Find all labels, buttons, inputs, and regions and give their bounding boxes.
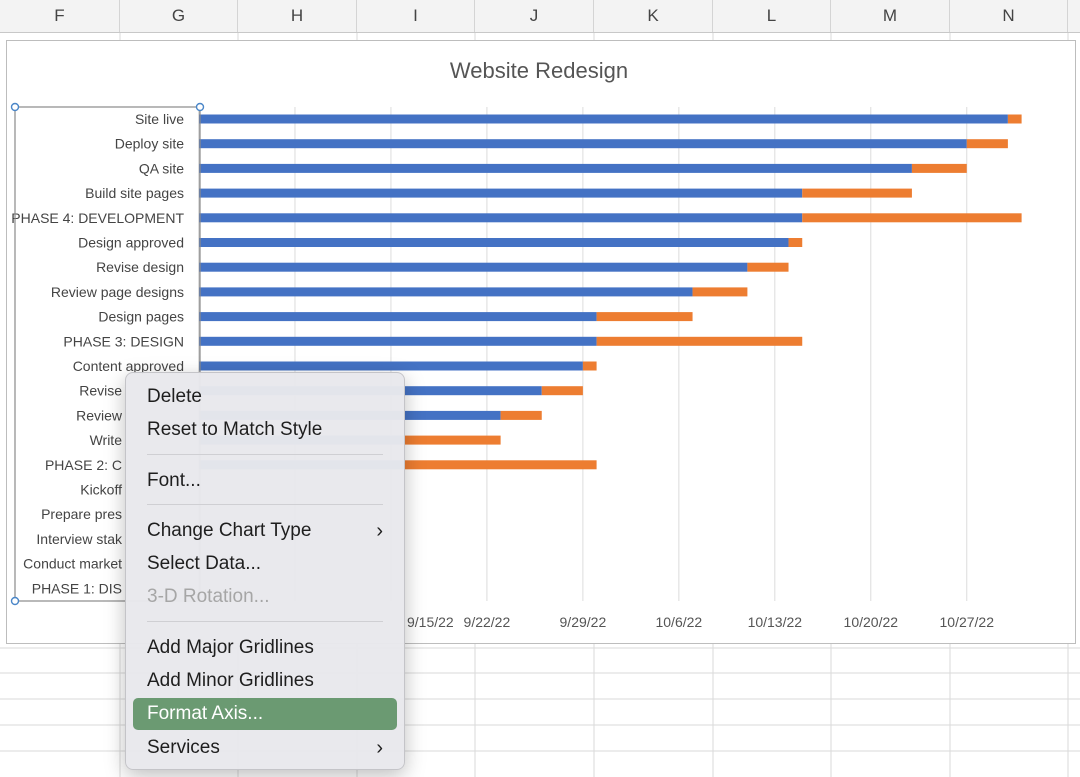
axis-selection-box[interactable]	[14, 106, 201, 602]
column-header-bar: F G H I J K L M N	[0, 0, 1080, 33]
y-tick-label: PHASE 2: C	[45, 457, 122, 473]
menu-item-add-minor-gridlines[interactable]: Add Minor Gridlines	[133, 665, 397, 697]
bar-duration[interactable]	[1007, 114, 1022, 124]
bar-start-offset[interactable]	[199, 163, 912, 173]
menu-item-select-data[interactable]: Select Data...	[133, 548, 397, 580]
bar-duration[interactable]	[802, 188, 912, 198]
y-tick-label: Kickoff	[80, 482, 122, 498]
menu-label: Delete	[147, 386, 202, 407]
bar-duration[interactable]	[541, 386, 583, 396]
bar-duration[interactable]	[582, 361, 597, 371]
bar-duration[interactable]	[966, 139, 1008, 149]
y-tick-label: Design approved	[78, 235, 184, 251]
column-header-i[interactable]: I	[357, 0, 475, 32]
menu-label: Select Data...	[147, 553, 262, 574]
bar-duration[interactable]	[747, 262, 789, 272]
bar-start-offset[interactable]	[199, 312, 597, 322]
y-tick-label: PHASE 3: DESIGN	[63, 333, 184, 349]
column-header-n[interactable]: N	[950, 0, 1068, 32]
bar-start-offset[interactable]	[199, 287, 693, 297]
bar-duration[interactable]	[692, 287, 748, 297]
menu-separator	[147, 621, 383, 622]
x-tick-label: 9/22/22	[464, 614, 511, 630]
y-tick-label: Design pages	[98, 309, 184, 325]
bar-duration[interactable]	[788, 238, 803, 247]
menu-label: Reset to Match Style	[147, 419, 323, 440]
bar-start-offset[interactable]	[199, 238, 789, 247]
bar-duration[interactable]	[802, 213, 1022, 223]
y-tick-label: Write	[90, 432, 123, 448]
y-tick-label: Revise	[79, 383, 122, 399]
x-tick-label: 10/6/22	[655, 614, 702, 630]
bar-start-offset[interactable]	[199, 213, 803, 223]
menu-label: Add Major Gridlines	[147, 637, 314, 658]
y-tick-label: Review	[76, 407, 123, 423]
menu-label: Format Axis...	[147, 703, 264, 724]
y-tick-label: Site live	[135, 111, 184, 127]
bar-duration[interactable]	[500, 410, 542, 420]
context-menu: Delete Reset to Match Style Font... Chan…	[125, 372, 405, 770]
bar-start-offset[interactable]	[199, 188, 803, 198]
y-tick-label: QA site	[139, 160, 184, 176]
bar-start-offset[interactable]	[199, 139, 967, 149]
x-tick-label: 9/15/22	[407, 614, 454, 630]
bar-start-offset[interactable]	[199, 262, 748, 272]
chevron-right-icon: ›	[376, 520, 383, 542]
menu-separator	[147, 454, 383, 455]
column-header-h[interactable]: H	[238, 0, 357, 32]
chart-title[interactable]: Website Redesign	[450, 58, 628, 83]
y-tick-label: Deploy site	[115, 136, 184, 152]
y-tick-label: PHASE 1: DIS	[32, 580, 122, 596]
bar-duration[interactable]	[404, 460, 597, 470]
y-tick-label: Build site pages	[85, 185, 184, 201]
x-tick-label: 10/13/22	[748, 614, 803, 630]
menu-label: Services	[147, 737, 220, 758]
menu-item-services[interactable]: Services ›	[133, 732, 397, 764]
y-tick-label: Revise design	[96, 259, 184, 275]
chevron-right-icon: ›	[376, 737, 383, 759]
selection-handles[interactable]	[10, 102, 205, 606]
column-header-m[interactable]: M	[831, 0, 950, 32]
x-tick-label: 10/20/22	[844, 614, 899, 630]
menu-item-reset-to-match-style[interactable]: Reset to Match Style	[133, 414, 397, 446]
y-tick-label: Review page designs	[51, 284, 184, 300]
column-header-g[interactable]: G	[120, 0, 238, 32]
column-header-l[interactable]: L	[713, 0, 831, 32]
menu-item-add-major-gridlines[interactable]: Add Major Gridlines	[133, 632, 397, 664]
bar-start-offset[interactable]	[199, 114, 1008, 124]
x-tick-label: 10/27/22	[940, 614, 995, 630]
menu-label: Change Chart Type	[147, 520, 312, 541]
menu-item-delete[interactable]: Delete	[133, 381, 397, 413]
menu-item-3d-rotation: 3-D Rotation...	[133, 581, 397, 613]
menu-item-change-chart-type[interactable]: Change Chart Type ›	[133, 515, 397, 547]
menu-label: Add Minor Gridlines	[147, 670, 314, 691]
bar-duration[interactable]	[596, 312, 693, 322]
x-tick-label: 9/29/22	[560, 614, 607, 630]
y-tick-label: Interview stak	[36, 531, 123, 547]
column-header-j[interactable]: J	[475, 0, 594, 32]
column-header-f[interactable]: F	[0, 0, 120, 32]
y-tick-label: Content approved	[73, 358, 184, 374]
bar-duration[interactable]	[596, 336, 803, 346]
menu-label: Font...	[147, 470, 201, 491]
bar-duration[interactable]	[911, 163, 967, 173]
menu-label: 3-D Rotation...	[147, 586, 270, 607]
y-tick-label: Conduct market	[23, 556, 122, 572]
bar-start-offset[interactable]	[199, 336, 597, 346]
bar-duration[interactable]	[404, 435, 501, 445]
y-tick-label: PHASE 4: DEVELOPMENT	[11, 210, 184, 226]
bar-start-offset[interactable]	[199, 361, 583, 371]
menu-item-format-axis[interactable]: Format Axis...	[133, 698, 397, 730]
menu-separator	[147, 504, 383, 505]
column-header-k[interactable]: K	[594, 0, 713, 32]
menu-item-font[interactable]: Font...	[133, 465, 397, 497]
y-tick-label: Prepare pres	[41, 506, 122, 522]
